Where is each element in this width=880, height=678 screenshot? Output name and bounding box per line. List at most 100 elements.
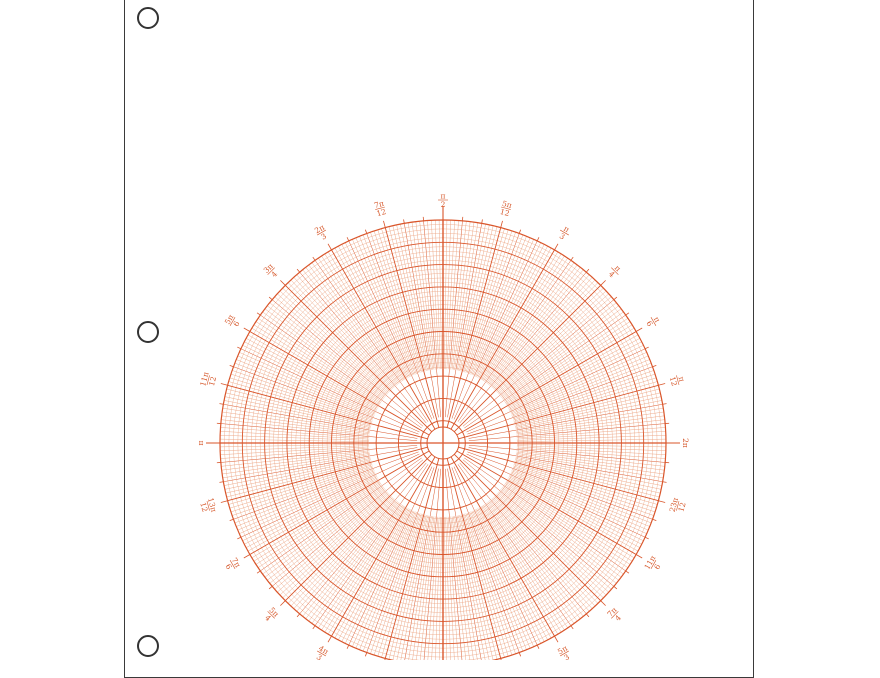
outer-tick [614,297,617,300]
outer-tick [365,653,366,657]
outer-tick [501,221,503,228]
outer-tick [586,614,589,617]
mid-spoke [445,221,462,417]
outer-tick [269,586,272,589]
outer-tick [555,636,559,642]
mid-spoke [469,424,665,441]
angle-label-denominator: 4 [613,613,623,623]
angle-label: π6 [643,313,663,330]
outer-tick [482,219,483,223]
outer-tick [244,555,250,559]
outer-tick [626,571,629,573]
outer-tick [280,280,285,285]
angle-label: π3 [556,223,573,243]
outer-tick [519,230,520,234]
outer-tick [519,653,520,657]
angle-label: π [196,440,205,445]
outer-tick [257,571,260,573]
angle-label-denominator: 2 [441,200,446,209]
mid-spoke [221,445,417,462]
outer-tick [347,237,349,241]
angle-label-denominator: 3 [315,652,324,660]
outer-tick [328,636,332,642]
outer-tick [280,601,285,606]
angle-label-denominator: 4 [607,269,617,279]
angle-label-denominator: 4 [269,269,279,279]
angle-label-denominator: 12 [198,501,209,513]
angle-label: π2 [438,192,448,210]
outer-tick [537,645,539,649]
angle-label: 5π4 [261,605,280,624]
major-spoke [454,285,600,431]
outer-tick [658,383,665,385]
outer-tick [297,269,300,272]
angle-label: 2π3 [313,223,330,243]
outer-tick [313,626,315,629]
mid-spoke [424,221,441,417]
angle-label-denominator: 4 [263,613,273,623]
angle-label-denominator: 12 [207,375,218,387]
angle-label-denominator: 3 [558,231,567,241]
angle-label-denominator: 6 [224,562,234,571]
angle-label: 4π3 [313,644,330,660]
angle-label-denominator: 6 [231,319,241,328]
angle-label: 5π3 [556,644,573,660]
angle-label-denominator: 12 [499,207,511,218]
outer-tick [586,269,589,272]
outer-tick [614,586,617,589]
outer-tick [636,328,642,332]
outer-tick [219,404,223,405]
outer-tick [383,221,385,228]
angle-label-denominator: 3 [562,652,571,660]
angle-label-denominator: 3 [319,231,328,241]
outer-tick [221,501,228,503]
angle-label: π4 [605,262,624,281]
angle-label-denominator: 12 [668,375,679,387]
major-spoke [285,454,431,600]
outer-tick [257,313,260,315]
outer-tick [663,404,667,405]
outer-tick [347,645,349,649]
angle-label-denominator: 6 [652,562,662,571]
center-hub [427,427,459,459]
angle-label-denominator: 6 [644,319,654,328]
outer-tick [365,230,366,234]
outer-tick [653,519,657,520]
major-spoke [454,454,600,600]
angle-label: 7π6 [222,556,242,573]
angle-label: π12 [668,373,687,387]
outer-tick [645,347,649,349]
outer-tick [601,601,606,606]
outer-tick [658,501,665,503]
outer-tick [221,383,228,385]
outer-tick [653,365,657,366]
angle-label: 2π [681,438,690,448]
outer-tick [230,519,234,520]
outer-tick [571,257,573,260]
mid-spoke [469,445,665,462]
outer-tick [626,313,629,315]
angle-label-text: 2π [681,438,690,448]
outer-tick [601,280,606,285]
outer-tick [237,347,241,349]
angle-label: 3π4 [262,262,281,281]
angle-label-text: π [196,440,205,445]
outer-tick [237,537,241,539]
outer-tick [645,537,649,539]
angle-label: 7π4 [605,605,624,624]
outer-tick [636,555,642,559]
outer-tick [297,614,300,617]
outer-tick [269,297,272,300]
outer-tick [663,482,667,483]
outer-tick [244,328,250,332]
angle-label-denominator: 12 [676,501,687,513]
angle-label: 5π6 [223,313,243,330]
outer-tick [571,626,573,629]
